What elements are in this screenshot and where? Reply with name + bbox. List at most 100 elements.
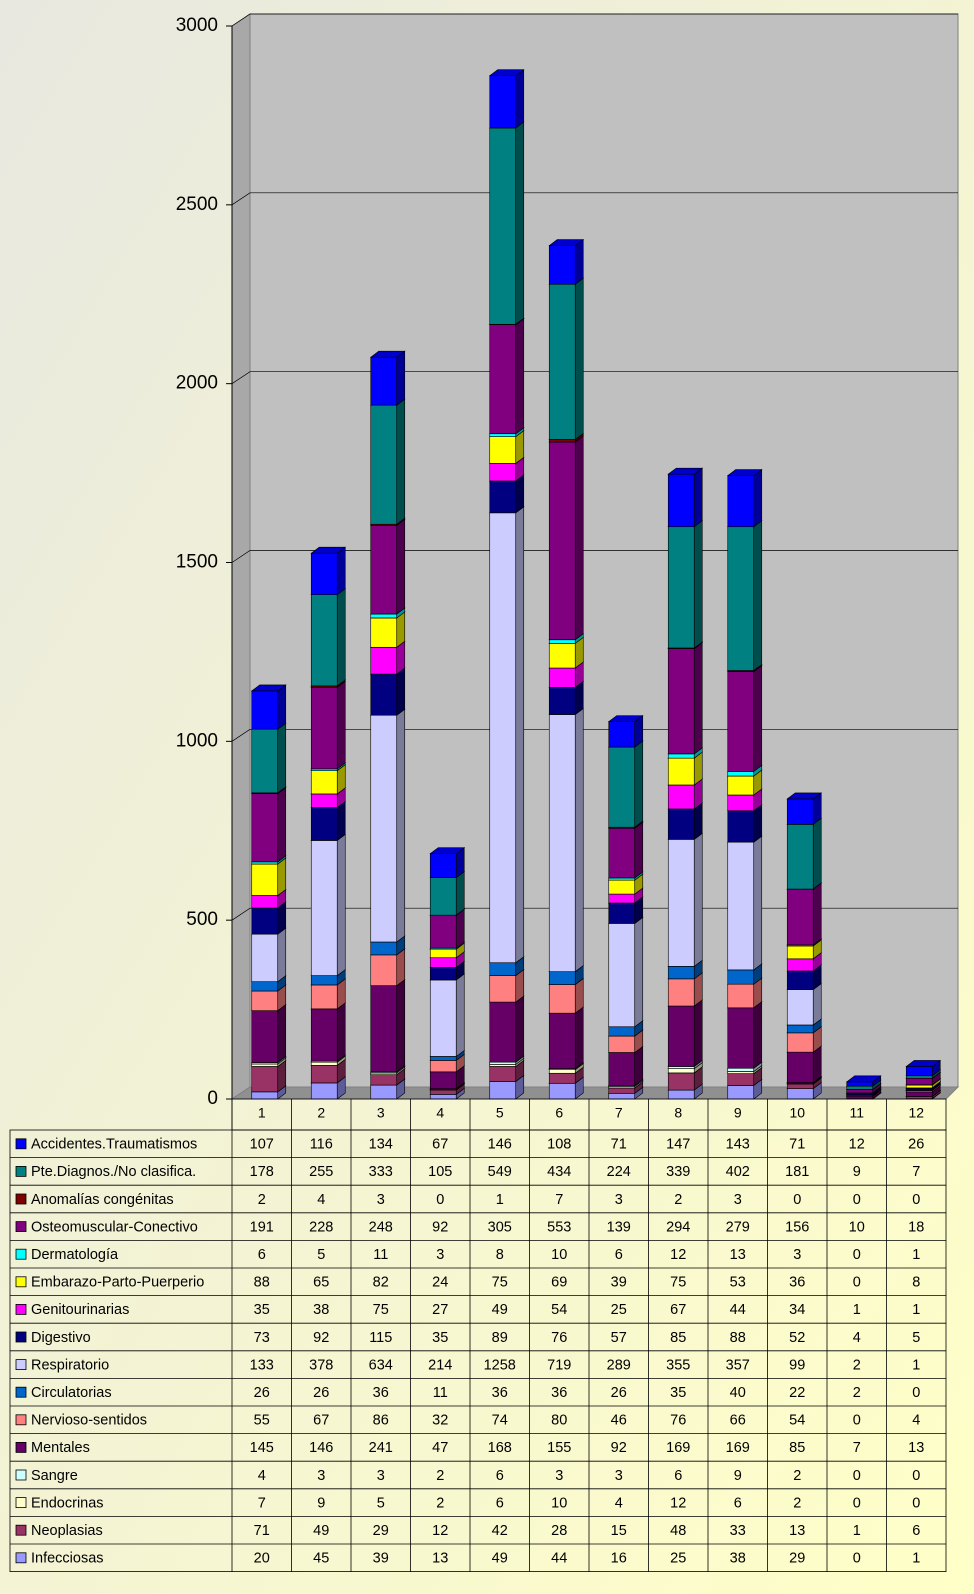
bar-front: [548, 1012, 576, 1069]
table-value: 42: [492, 1523, 508, 1539]
table-value: 1: [912, 1302, 920, 1318]
bar-front: [489, 1001, 517, 1063]
bar-front: [727, 983, 755, 1009]
table-value: 134: [369, 1137, 393, 1153]
table-value: 0: [853, 1413, 861, 1429]
bar-front: [429, 853, 457, 878]
table-value: 3: [377, 1468, 385, 1484]
bar-front: [429, 1094, 457, 1100]
y-tick-label: 1500: [176, 552, 218, 573]
bar-segment: [667, 832, 704, 967]
table-value: 25: [670, 1551, 686, 1567]
bar-front: [370, 941, 398, 956]
bar-front: [370, 985, 398, 1073]
bar-front: [608, 923, 636, 1028]
bar-segment: [369, 518, 406, 615]
bar-front: [727, 475, 755, 528]
table-value: 47: [432, 1440, 448, 1456]
bar-segment: [548, 707, 585, 973]
bar-front: [667, 757, 695, 786]
bar-front: [727, 969, 755, 985]
bar-segment: [250, 927, 287, 983]
bar-front: [429, 979, 457, 1057]
bar-front: [727, 794, 755, 812]
table-value: 10: [551, 1247, 567, 1263]
bar-side: [753, 520, 763, 672]
bar-segment: [667, 999, 704, 1068]
bar-front: [786, 970, 814, 990]
legend-swatch: [15, 1138, 27, 1150]
table-value: 69: [551, 1275, 567, 1291]
bar-side: [396, 667, 406, 716]
bar-front: [489, 512, 517, 964]
table-value: 29: [373, 1523, 389, 1539]
table-value: 4: [258, 1468, 266, 1484]
bar-side: [396, 708, 406, 943]
bar-front: [667, 1005, 695, 1067]
table-value: 2: [436, 1495, 444, 1511]
table-value: 339: [666, 1164, 690, 1180]
bar-front: [905, 1077, 933, 1085]
table-value: 27: [432, 1302, 448, 1318]
table-value: 333: [369, 1164, 393, 1180]
bar-front: [310, 1008, 338, 1062]
table-value: 3: [555, 1468, 563, 1484]
table-value: 80: [551, 1413, 567, 1429]
bar-side: [574, 1006, 584, 1070]
bar-segment: [786, 882, 823, 946]
table-value: 0: [853, 1495, 861, 1511]
table-value: 3: [793, 1247, 801, 1263]
bar-front: [548, 971, 576, 985]
bar-front: [310, 984, 338, 1010]
bar-segment: [310, 1002, 347, 1062]
bar-front: [667, 473, 695, 528]
bar-front: [727, 1071, 755, 1074]
table-value: 0: [853, 1275, 861, 1291]
table-value: 3: [734, 1192, 742, 1208]
table-value: 15: [611, 1523, 627, 1539]
bar-front: [608, 721, 636, 748]
legend-swatch: [15, 1386, 27, 1398]
bar-front: [846, 1081, 874, 1087]
bar-side: [515, 69, 525, 129]
legend-label: Endocrinas: [31, 1495, 104, 1511]
table-value: 6: [258, 1247, 266, 1263]
bar-segment: [488, 69, 525, 129]
bar-segment: [607, 916, 644, 1028]
bar-front: [251, 690, 279, 730]
bar-segment: [726, 1001, 763, 1069]
table-value: 13: [432, 1551, 448, 1567]
table-value: 10: [551, 1495, 567, 1511]
table-value: 7: [258, 1495, 266, 1511]
bar-front: [667, 1089, 695, 1100]
bar-front: [548, 984, 576, 1014]
legend-label: Respiratorio: [31, 1357, 109, 1373]
bar-segment: [667, 520, 704, 649]
bar-side: [396, 979, 406, 1073]
bar-front: [667, 1072, 695, 1091]
table-value: 12: [432, 1523, 448, 1539]
bar-front: [786, 989, 814, 1026]
bar-segment: [726, 520, 763, 672]
table-value: 2: [853, 1357, 861, 1373]
bar-front: [310, 552, 338, 595]
table-value: 71: [611, 1137, 627, 1153]
table-value: 34: [789, 1302, 805, 1318]
table-value: 9: [853, 1164, 861, 1180]
bar-front: [251, 990, 279, 1011]
bar-front: [786, 888, 814, 946]
bar-side: [515, 995, 525, 1063]
grid-line: [231, 192, 958, 206]
bar-front: [489, 127, 517, 325]
table-value: 241: [369, 1440, 393, 1456]
table-value: 24: [432, 1275, 448, 1291]
bar-side: [336, 800, 346, 842]
table-value: 0: [912, 1385, 920, 1401]
table-value: 39: [373, 1551, 389, 1567]
legend-swatch: [15, 1442, 27, 1453]
bar-front: [548, 1069, 576, 1074]
table-value: 116: [310, 1137, 333, 1153]
bar-side: [574, 707, 584, 973]
table-value: 7: [912, 1164, 920, 1180]
bar-front: [667, 784, 695, 810]
